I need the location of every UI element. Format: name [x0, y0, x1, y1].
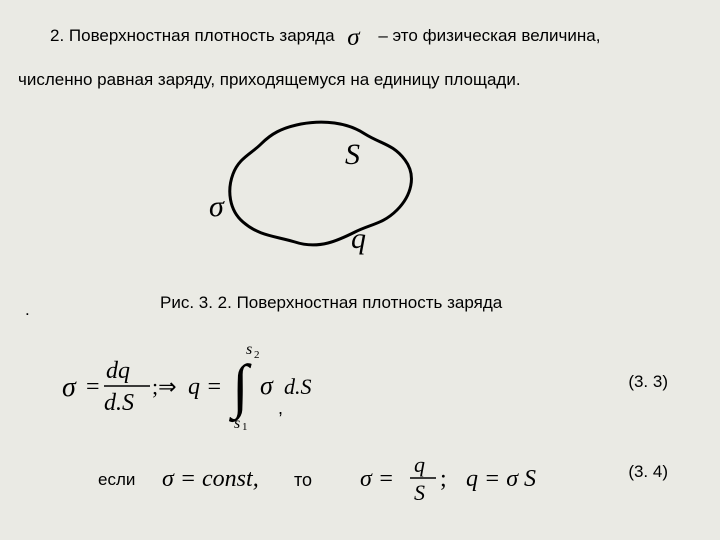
- eq1-upper-s: s: [246, 341, 252, 358]
- eq1-q-eq: q =: [188, 374, 222, 400]
- eq2-q-eq-sigmaS: q = σ S: [466, 466, 536, 492]
- equation-number-1: (3. 3): [628, 372, 668, 392]
- eq1-integrand-sigma: σ: [260, 371, 274, 400]
- eq1-equals: =: [86, 374, 100, 400]
- eq2-semi: ;: [440, 466, 447, 492]
- eq2-frac-den: S: [414, 480, 425, 505]
- label-sigma: σ: [209, 190, 224, 224]
- eq2-sigma-eq: σ =: [360, 466, 394, 492]
- integral-icon: ∫: [229, 353, 252, 423]
- eq1-upper-sub: 2: [254, 349, 260, 361]
- eq1-num: dq: [106, 358, 130, 384]
- sigma-symbol-inline: σ: [339, 24, 373, 52]
- equation-2: σ = const, то σ = q S ; q = σ S: [162, 448, 592, 510]
- blob-svg: [195, 110, 455, 270]
- eq1-arrow: ;⇒: [152, 374, 177, 399]
- eq1-trailing-comma: ,: [278, 398, 283, 419]
- line1-after: – это физическая величина,: [378, 26, 600, 45]
- eq1-lower-sub: 1: [242, 421, 248, 430]
- paragraph-line-1: 2. Поверхностная плотность заряда σ – эт…: [50, 24, 690, 52]
- line2-text: численно равная заряду, приходящемуся на…: [18, 70, 521, 89]
- eq1-lower-s: s: [234, 415, 240, 430]
- eq1-integrand-dS: d.S: [284, 374, 312, 399]
- figure-caption: Рис. 3. 2. Поверхностная плотность заряд…: [160, 293, 640, 313]
- figure-blob: S σ q: [195, 110, 455, 270]
- eq2-sigma-const: σ = const,: [162, 466, 259, 492]
- label-q: q: [351, 222, 366, 256]
- line1-before: 2. Поверхностная плотность заряда: [50, 26, 339, 45]
- eq2-to: то: [294, 470, 312, 490]
- blob-path: [230, 122, 412, 245]
- label-S: S: [345, 138, 360, 172]
- eq1-den: d.S: [104, 390, 134, 416]
- equation-number-2: (3. 4): [628, 462, 668, 482]
- paragraph-line-2: численно равная заряду, приходящемуся на…: [18, 70, 698, 90]
- leading-dot: .: [25, 300, 30, 320]
- if-word: если: [98, 470, 135, 490]
- eq2-frac-num: q: [414, 452, 425, 477]
- eq1-sigma: σ: [62, 372, 77, 403]
